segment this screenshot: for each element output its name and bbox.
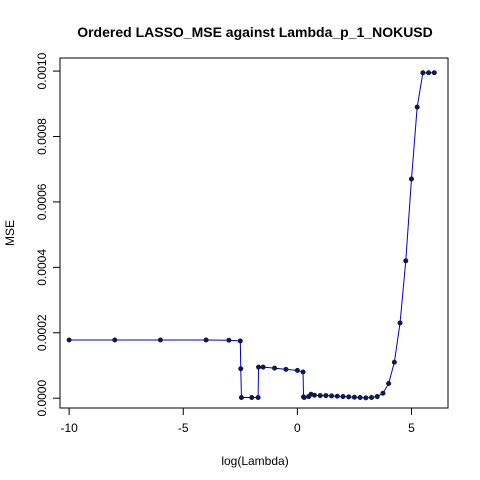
y-tick-label: 0.0004 xyxy=(35,249,49,286)
x-axis: -10 -5 0 5 xyxy=(60,407,415,435)
data-point xyxy=(226,337,232,343)
data-point xyxy=(380,390,386,396)
series-group xyxy=(66,70,437,401)
chart-title: Ordered LASSO_MSE against Lambda_p_1_NOK… xyxy=(77,24,433,40)
y-tick-label: 0.0000 xyxy=(35,380,49,417)
data-point xyxy=(397,320,403,326)
data-point xyxy=(300,369,306,375)
data-point xyxy=(283,366,289,372)
data-point xyxy=(426,70,432,76)
x-tick-label: -5 xyxy=(178,421,189,435)
data-point xyxy=(369,395,375,401)
data-point xyxy=(408,176,414,182)
y-tick-label: 0.0006 xyxy=(35,183,49,220)
data-point xyxy=(346,394,352,400)
x-tick-label: -10 xyxy=(60,421,78,435)
data-point xyxy=(260,364,266,370)
plot-frame xyxy=(59,57,449,409)
data-point xyxy=(357,395,363,401)
data-point xyxy=(317,393,323,399)
data-point xyxy=(414,104,420,110)
y-axis-label: MSE xyxy=(3,220,17,246)
y-tick-label: 0.0008 xyxy=(35,118,49,155)
data-point xyxy=(340,394,346,400)
data-point xyxy=(351,394,357,400)
data-point xyxy=(256,364,262,370)
data-point xyxy=(237,338,243,344)
data-point xyxy=(420,70,426,76)
data-point xyxy=(374,394,380,400)
data-point xyxy=(112,337,118,343)
y-tick-label: 0.0002 xyxy=(35,314,49,351)
data-point xyxy=(301,395,307,401)
x-tick-label: 0 xyxy=(294,421,301,435)
data-point xyxy=(66,337,72,343)
data-point xyxy=(403,258,409,264)
y-axis: 0.0000 0.0002 0.0004 0.0006 0.0008 0.0010 xyxy=(35,52,61,417)
data-point xyxy=(238,395,244,401)
data-point xyxy=(391,359,397,365)
data-point xyxy=(238,366,244,372)
data-point xyxy=(431,70,437,76)
data-point xyxy=(329,393,335,399)
data-point xyxy=(311,392,317,398)
x-tick-label: 5 xyxy=(408,421,415,435)
data-point xyxy=(272,365,278,371)
y-tick-label: 0.0010 xyxy=(35,52,49,89)
series-line xyxy=(69,72,435,399)
data-point xyxy=(323,393,329,399)
data-point xyxy=(386,380,392,386)
x-axis-label: log(Lambda) xyxy=(221,454,288,468)
data-point xyxy=(294,367,300,373)
data-point xyxy=(249,395,255,401)
data-point xyxy=(255,395,261,401)
data-point xyxy=(203,337,209,343)
data-point xyxy=(334,393,340,399)
data-point xyxy=(157,337,163,343)
data-point xyxy=(363,395,369,401)
